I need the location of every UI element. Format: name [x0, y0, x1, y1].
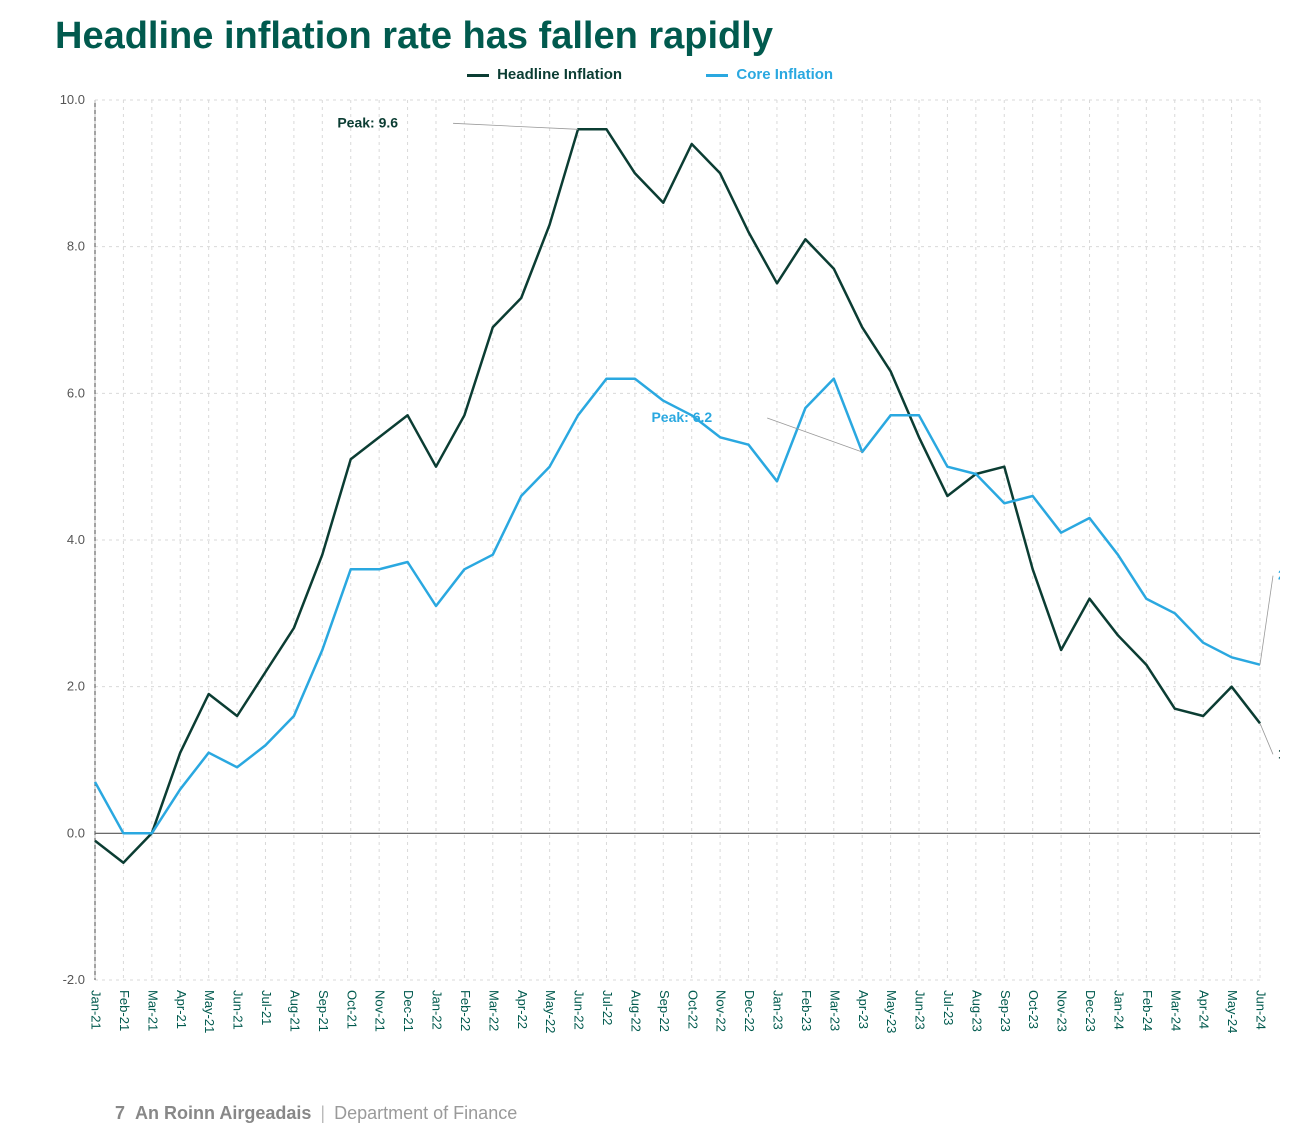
svg-text:Dec-23: Dec-23 [1083, 990, 1098, 1032]
svg-text:Jan-21: Jan-21 [89, 990, 104, 1030]
svg-text:Feb-24: Feb-24 [1140, 990, 1155, 1031]
svg-text:Jan-22: Jan-22 [430, 990, 445, 1030]
svg-text:Feb-23: Feb-23 [799, 990, 814, 1031]
svg-text:May-24: May-24 [1225, 990, 1240, 1033]
svg-text:Jan-23: Jan-23 [771, 990, 786, 1030]
svg-text:Nov-22: Nov-22 [714, 990, 729, 1032]
legend-label: Headline Inflation [497, 66, 622, 83]
svg-text:Sep-23: Sep-23 [998, 990, 1013, 1032]
svg-text:Aug-21: Aug-21 [287, 990, 302, 1032]
svg-text:Jun-24: Jun-24 [1254, 990, 1269, 1030]
svg-text:Peak: 6.2: Peak: 6.2 [651, 409, 712, 425]
svg-text:Jun-22: Jun-22 [572, 990, 587, 1030]
svg-text:2.3: 2.3 [1278, 567, 1280, 583]
legend-item-headline: Headline Inflation [467, 66, 622, 83]
org-name-english: Department of Finance [334, 1103, 517, 1123]
svg-text:Jun-21: Jun-21 [231, 990, 246, 1030]
svg-text:Jun-23: Jun-23 [913, 990, 928, 1030]
svg-text:Nov-23: Nov-23 [1055, 990, 1070, 1032]
svg-text:May-22: May-22 [543, 990, 558, 1033]
svg-text:Feb-22: Feb-22 [458, 990, 473, 1031]
footer: 7 An Roinn Airgeadais | Department of Fi… [115, 1103, 517, 1124]
svg-text:Oct-21: Oct-21 [344, 990, 359, 1029]
svg-text:Aug-22: Aug-22 [628, 990, 643, 1032]
svg-text:Jul-23: Jul-23 [941, 990, 956, 1025]
svg-text:Jul-22: Jul-22 [600, 990, 615, 1025]
svg-text:Apr-21: Apr-21 [174, 990, 189, 1029]
legend-label: Core Inflation [736, 66, 833, 83]
slide: Headline inflation rate has fallen rapid… [0, 0, 1300, 1146]
line-chart: -2.0 0.0 2.0 4.0 6.0 8.0 10.0 Jan-21 Feb-21 Mar-2… [40, 90, 1280, 1090]
svg-text:8.0: 8.0 [67, 239, 85, 254]
chart-legend: Headline Inflation Core Inflation [0, 66, 1300, 83]
svg-text:Sep-22: Sep-22 [657, 990, 672, 1032]
svg-text:May-23: May-23 [884, 990, 899, 1033]
svg-text:May-21: May-21 [202, 990, 217, 1033]
svg-text:6.0: 6.0 [67, 385, 85, 400]
svg-text:Mar-21: Mar-21 [145, 990, 160, 1031]
svg-text:0.0: 0.0 [67, 825, 85, 840]
legend-swatch [467, 74, 489, 77]
svg-text:Nov-21: Nov-21 [373, 990, 388, 1032]
svg-text:Mar-24: Mar-24 [1168, 990, 1183, 1031]
svg-text:Jan-24: Jan-24 [1111, 990, 1126, 1030]
chart-title: Headline inflation rate has fallen rapid… [55, 15, 773, 58]
svg-text:10.0: 10.0 [60, 92, 85, 107]
svg-text:Mar-22: Mar-22 [486, 990, 501, 1031]
svg-text:2.0: 2.0 [67, 679, 85, 694]
svg-text:Aug-23: Aug-23 [969, 990, 984, 1032]
svg-text:Sep-21: Sep-21 [316, 990, 331, 1032]
legend-swatch [706, 74, 728, 77]
org-name-irish: An Roinn Airgeadais [130, 1103, 311, 1123]
chart-area: -2.0 0.0 2.0 4.0 6.0 8.0 10.0 Jan-21 Feb-21 Mar-2… [40, 90, 1280, 1090]
legend-item-core: Core Inflation [706, 66, 833, 83]
svg-text:Apr-24: Apr-24 [1197, 990, 1212, 1029]
page-number: 7 [115, 1103, 125, 1123]
svg-text:Oct-23: Oct-23 [1026, 990, 1041, 1029]
separator: | [320, 1103, 325, 1123]
svg-text:Dec-22: Dec-22 [742, 990, 757, 1032]
svg-text:Mar-23: Mar-23 [827, 990, 842, 1031]
svg-text:Peak: 9.6: Peak: 9.6 [337, 114, 398, 130]
svg-text:4.0: 4.0 [67, 532, 85, 547]
svg-text:Oct-22: Oct-22 [685, 990, 700, 1029]
svg-text:Dec-21: Dec-21 [401, 990, 416, 1032]
svg-text:-2.0: -2.0 [63, 972, 85, 987]
svg-text:1.5: 1.5 [1278, 745, 1280, 761]
svg-text:Apr-22: Apr-22 [515, 990, 530, 1029]
svg-text:Apr-23: Apr-23 [856, 990, 871, 1029]
svg-text:Jul-21: Jul-21 [259, 990, 274, 1025]
svg-text:Feb-21: Feb-21 [117, 990, 132, 1031]
